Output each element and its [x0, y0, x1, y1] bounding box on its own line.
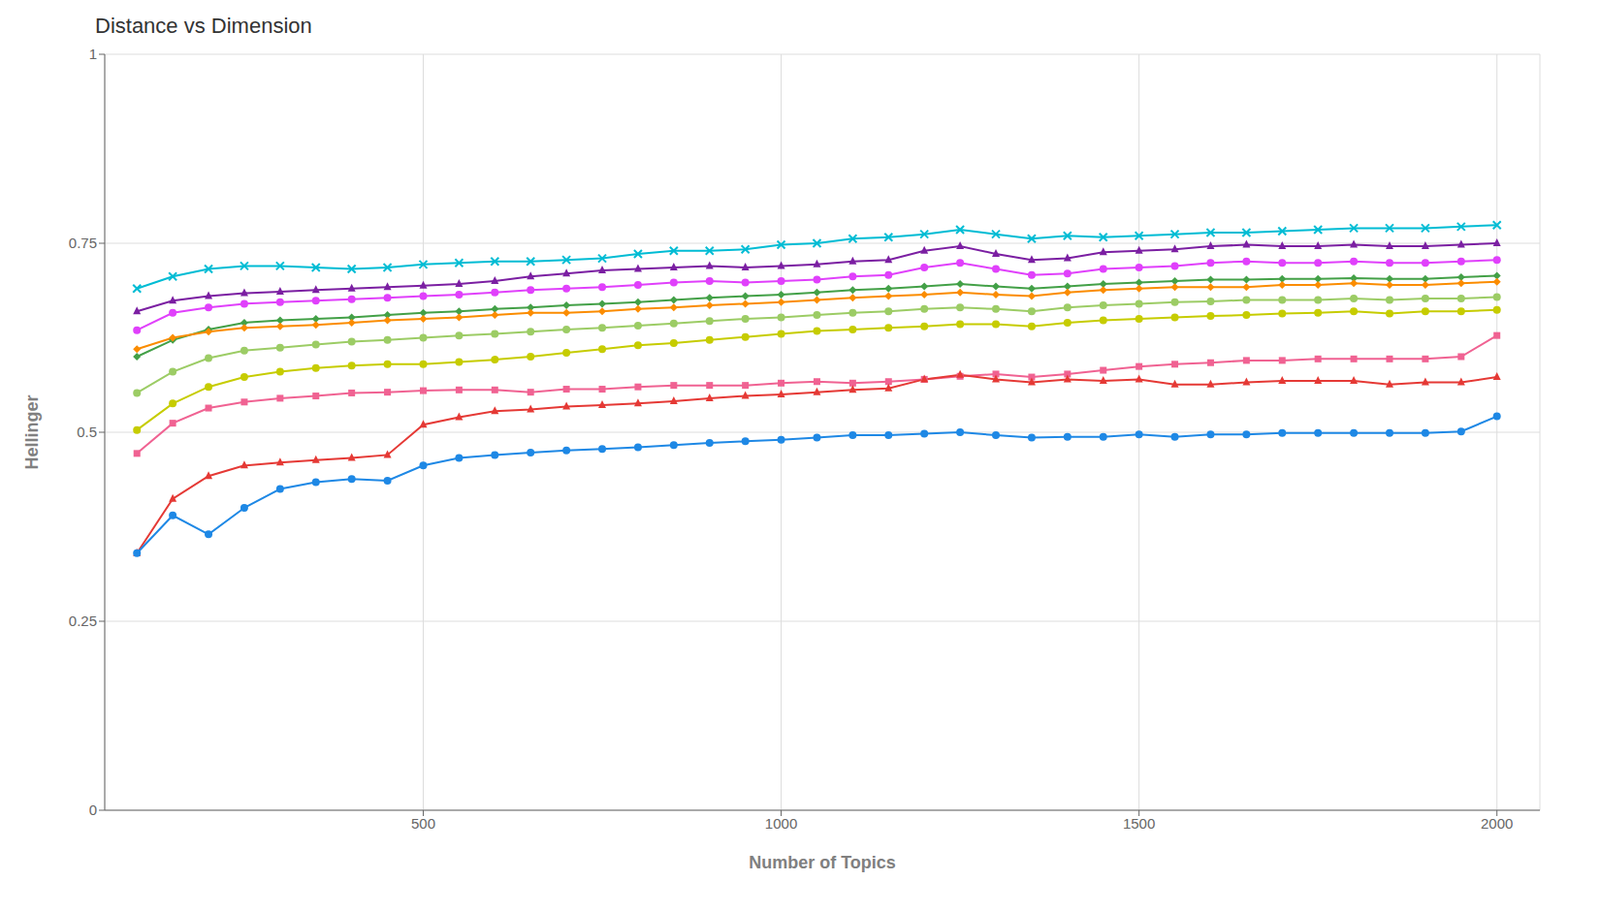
svg-text:1500: 1500	[1122, 815, 1155, 832]
svg-text:500: 500	[411, 815, 436, 832]
svg-text:0.25: 0.25	[68, 612, 97, 630]
svg-text:0.5: 0.5	[76, 423, 97, 441]
svg-text:1000: 1000	[765, 815, 798, 832]
svg-text:2000: 2000	[1480, 815, 1513, 832]
svg-text:0: 0	[89, 801, 97, 819]
svg-text:1: 1	[89, 45, 97, 63]
html-text:Distance vs Dimension: Distance vs Dimension	[95, 13, 313, 38]
svg-text:Number of Topics: Number of Topics	[748, 853, 896, 873]
svg-text:0.75: 0.75	[68, 234, 97, 252]
svg-text:Hellinger: Hellinger	[22, 394, 42, 470]
